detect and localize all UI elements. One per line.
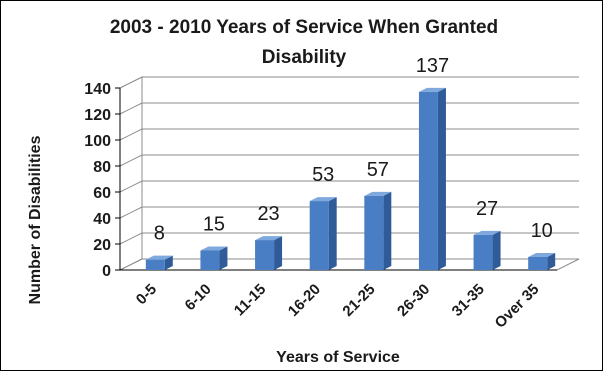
bar [200, 250, 220, 270]
y-tick-label: 0 [102, 263, 111, 280]
bar-top [255, 236, 283, 241]
chart-floor [119, 258, 580, 271]
bar-side [437, 87, 446, 271]
bar [418, 91, 438, 271]
data-label: 10 [531, 220, 553, 242]
gridline [119, 76, 579, 89]
data-label: 8 [154, 223, 165, 245]
y-tick-label: 60 [93, 185, 111, 202]
bar-side [383, 191, 392, 270]
bar-top [200, 246, 228, 251]
bar [255, 240, 275, 270]
y-tick-label: 40 [93, 211, 111, 228]
bar-side [547, 253, 556, 270]
data-label: 15 [203, 214, 225, 236]
side-wall [119, 76, 143, 271]
chart-title-line-1: 2003 - 2010 Years of Service When Grante… [110, 17, 498, 38]
bar-top [364, 191, 392, 196]
data-label: 57 [367, 159, 389, 181]
bar-side [492, 230, 501, 270]
y-tick-label: 140 [84, 81, 111, 98]
bar-side [219, 246, 228, 270]
bar-side [164, 255, 173, 270]
bar-top [309, 197, 337, 202]
bar-top [528, 253, 556, 257]
data-label: 23 [257, 203, 279, 225]
bar [309, 201, 329, 270]
y-tick-label: 120 [84, 107, 111, 124]
bar-side [328, 197, 337, 270]
data-label: 27 [476, 198, 498, 220]
chart-title-line-2: Disability [262, 47, 347, 68]
bar [145, 259, 165, 270]
bar-top [418, 87, 446, 92]
x-axis-label: Years of Service [276, 349, 400, 366]
y-tick-label: 20 [93, 237, 111, 254]
data-label: 137 [416, 55, 449, 77]
data-label: 53 [312, 164, 334, 186]
y-tick-label: 100 [84, 133, 111, 150]
bar [473, 234, 493, 270]
bar-top [145, 255, 173, 260]
bar-top [473, 230, 501, 235]
y-axis-label: Number of Disabilities [27, 135, 44, 304]
bar-side [274, 236, 283, 270]
bar [364, 195, 384, 270]
y-tick-label: 80 [93, 159, 111, 176]
bar [528, 257, 548, 270]
